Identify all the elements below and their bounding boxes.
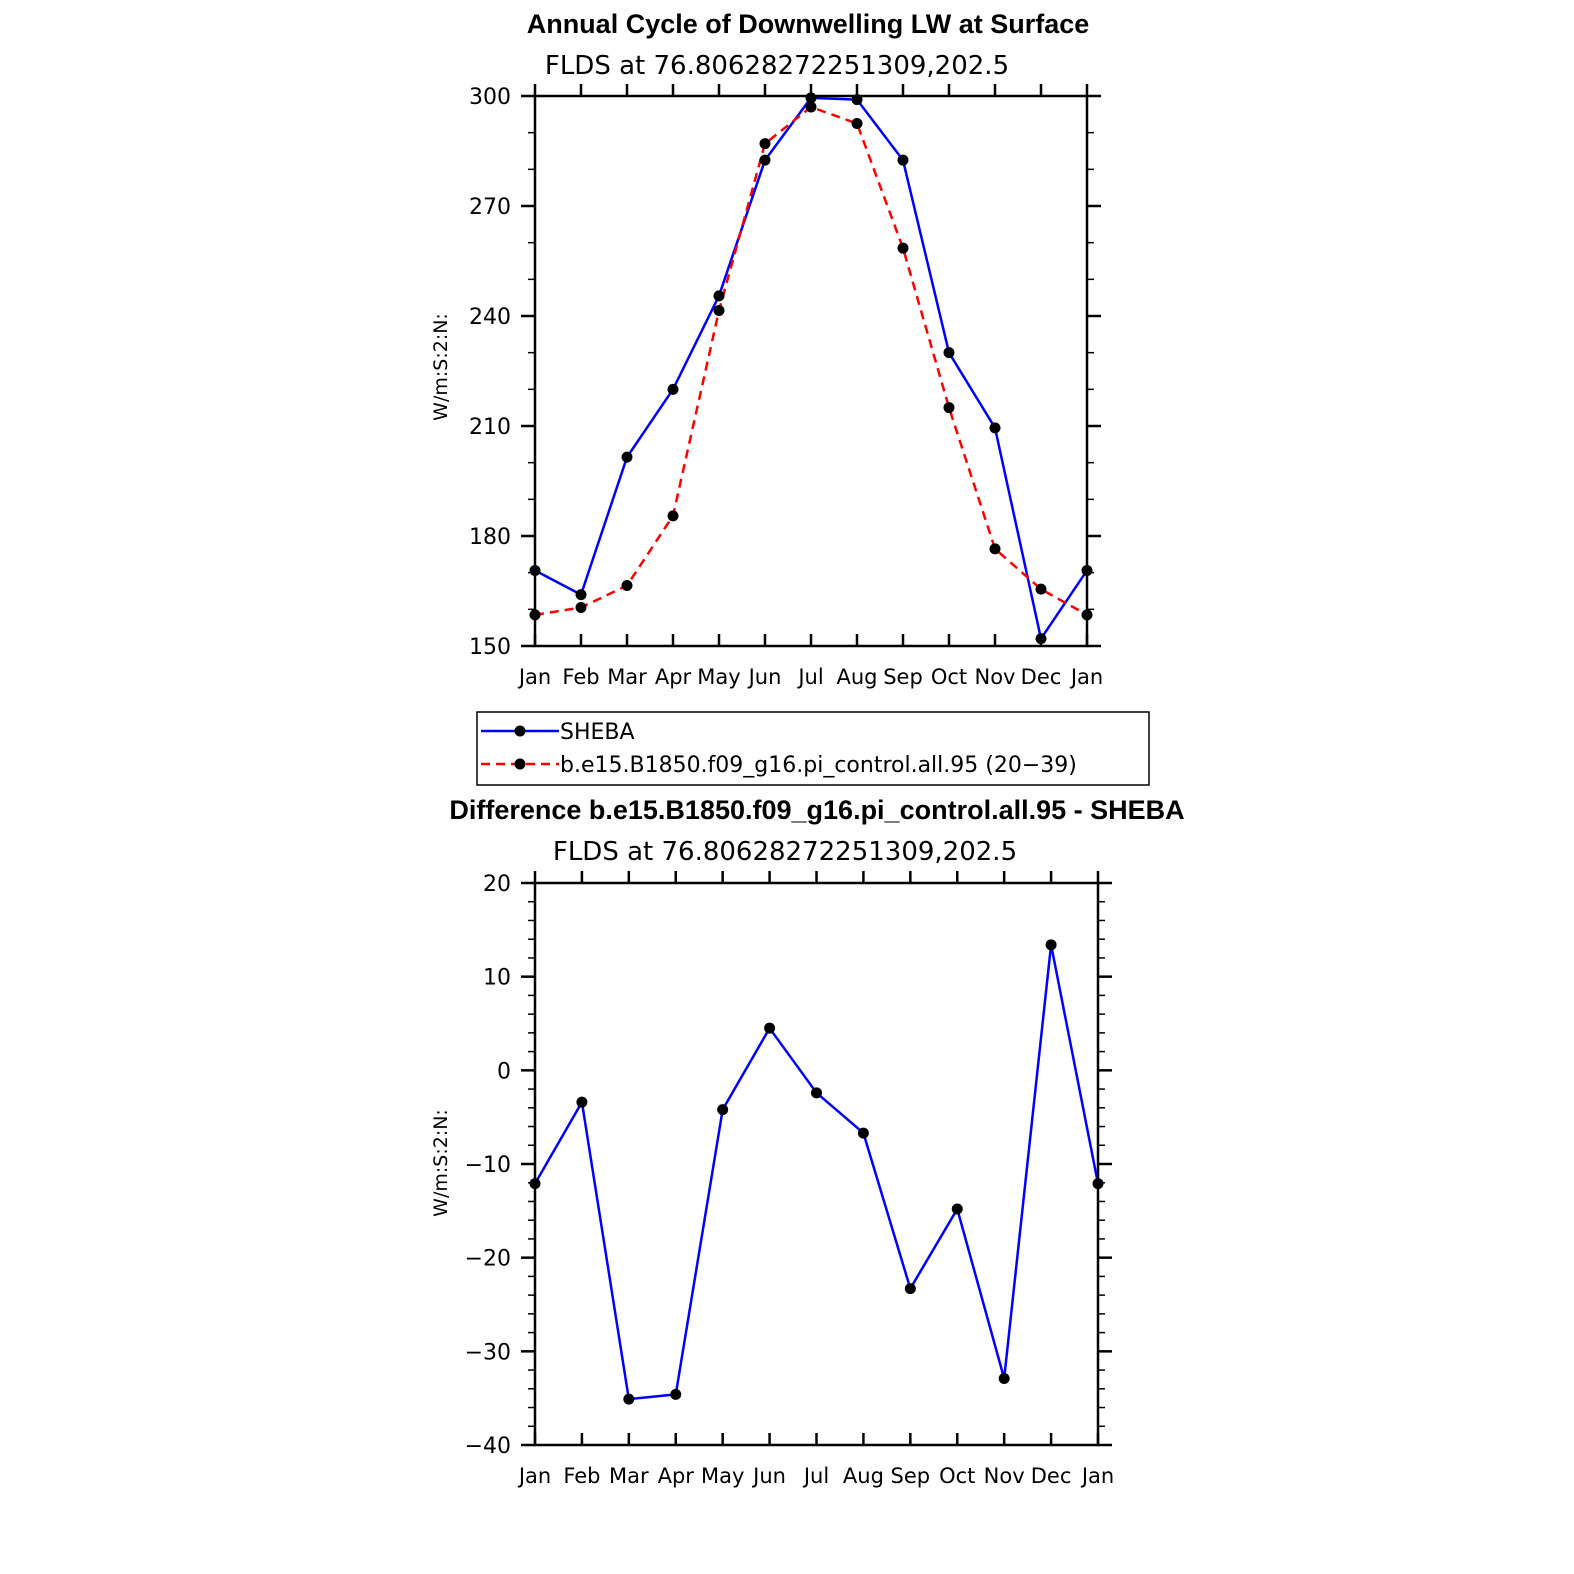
- annual-cycle-panel: Annual Cycle of Downwelling LW at Surfac…: [430, 9, 1103, 689]
- data-point: [857, 1127, 869, 1139]
- data-point: [764, 1022, 776, 1034]
- y-axis-label: W/m:S:2:N:: [430, 1109, 452, 1217]
- data-point: [670, 1388, 682, 1400]
- chart-subtitle: FLDS at 76.80628272251309,202.5: [545, 51, 1009, 81]
- data-point: [621, 451, 633, 463]
- x-tick-label: Jan: [1069, 665, 1103, 689]
- x-tick-label: Dec: [1031, 1464, 1072, 1488]
- x-tick-label: Jul: [796, 665, 823, 689]
- x-tick-label: Feb: [562, 665, 599, 689]
- x-tick-label: Oct: [931, 665, 967, 689]
- data-point: [623, 1393, 635, 1405]
- data-point: [1045, 939, 1057, 951]
- data-point: [951, 1203, 963, 1215]
- y-tick-label: −10: [465, 1153, 511, 1178]
- y-tick-label: 20: [483, 872, 511, 897]
- x-tick-label: Jan: [517, 665, 551, 689]
- x-tick-label: Jan: [517, 1464, 551, 1488]
- series-line: [534, 105, 1088, 617]
- x-tick-label: Oct: [939, 1464, 975, 1488]
- legend-label-sheba: SHEBA: [560, 720, 635, 745]
- x-tick-label: Nov: [975, 665, 1016, 689]
- data-point: [998, 1372, 1010, 1384]
- legend-label-model: b.e15.B1850.f09_g16.pi_control.all.95 (2…: [560, 753, 1077, 778]
- y-tick-label: 0: [497, 1059, 511, 1084]
- y-axis-label: W/m:S:2:N:: [430, 313, 452, 421]
- data-point: [713, 305, 725, 316]
- x-tick-label: Dec: [1021, 665, 1062, 689]
- y-tick-label: 10: [483, 966, 511, 991]
- data-point: [811, 1087, 822, 1099]
- plot-frame: [533, 94, 1089, 648]
- x-tick-label: Apr: [658, 1464, 695, 1488]
- x-tick-label: Jun: [747, 665, 782, 689]
- data-point: [943, 347, 955, 359]
- y-tick-label: −40: [465, 1434, 511, 1459]
- x-tick-label: Nov: [984, 1464, 1025, 1488]
- data-point: [805, 101, 817, 113]
- data-point: [575, 589, 587, 601]
- y-tick-label: 300: [469, 85, 511, 110]
- y-tick-label: 210: [469, 415, 511, 440]
- x-tick-label: May: [697, 665, 740, 689]
- data-point: [713, 290, 725, 302]
- series-line: [533, 943, 1100, 1401]
- x-tick-label: Aug: [836, 665, 877, 689]
- chart-subtitle: FLDS at 76.80628272251309,202.5: [553, 837, 1017, 867]
- data-point: [621, 580, 633, 591]
- x-tick-label: Aug: [843, 1464, 884, 1488]
- y-tick-label: −20: [465, 1247, 511, 1272]
- chart-title: Difference b.e15.B1850.f09_g16.pi_contro…: [449, 795, 1184, 825]
- data-point: [989, 422, 1001, 434]
- plot-frame: [533, 881, 1100, 1447]
- y-tick-label: 240: [469, 305, 511, 330]
- data-point: [759, 154, 771, 166]
- data-point: [576, 1096, 588, 1108]
- data-point: [851, 118, 863, 129]
- data-point: [717, 1104, 729, 1116]
- data-point: [904, 1283, 916, 1295]
- data-point: [575, 602, 587, 613]
- y-tick-label: 150: [469, 635, 511, 660]
- x-tick-label: Feb: [563, 1464, 600, 1488]
- legend-marker-sheba: [514, 725, 526, 737]
- data-point: [1035, 633, 1047, 645]
- x-tick-label: May: [701, 1464, 744, 1488]
- y-tick-label: 270: [469, 195, 511, 220]
- y-tick-label: −30: [465, 1340, 511, 1365]
- x-tick-label: Mar: [607, 665, 647, 689]
- x-tick-label: Apr: [655, 665, 692, 689]
- x-tick-label: Jan: [1080, 1464, 1114, 1488]
- chart-title: Annual Cycle of Downwelling LW at Surfac…: [527, 9, 1090, 39]
- legend-marker-model: [514, 758, 526, 770]
- x-tick-label: Mar: [609, 1464, 649, 1488]
- data-point: [989, 543, 1001, 555]
- x-tick-label: Jul: [802, 1464, 829, 1488]
- x-tick-label: Jun: [751, 1464, 786, 1488]
- x-tick-label: Sep: [891, 1464, 931, 1488]
- data-point: [759, 138, 771, 150]
- data-point: [897, 242, 909, 254]
- legend-box: [476, 711, 1150, 786]
- legend: SHEBA b.e15.B1850.f09_g16.pi_control.all…: [476, 711, 1150, 786]
- data-point: [667, 510, 679, 522]
- data-point: [897, 154, 909, 166]
- data-point: [943, 402, 955, 414]
- difference-panel: Difference b.e15.B1850.f09_g16.pi_contro…: [430, 795, 1185, 1488]
- x-tick-label: Sep: [883, 665, 923, 689]
- y-tick-label: 180: [469, 525, 511, 550]
- data-point: [667, 383, 679, 395]
- data-point: [1035, 583, 1047, 595]
